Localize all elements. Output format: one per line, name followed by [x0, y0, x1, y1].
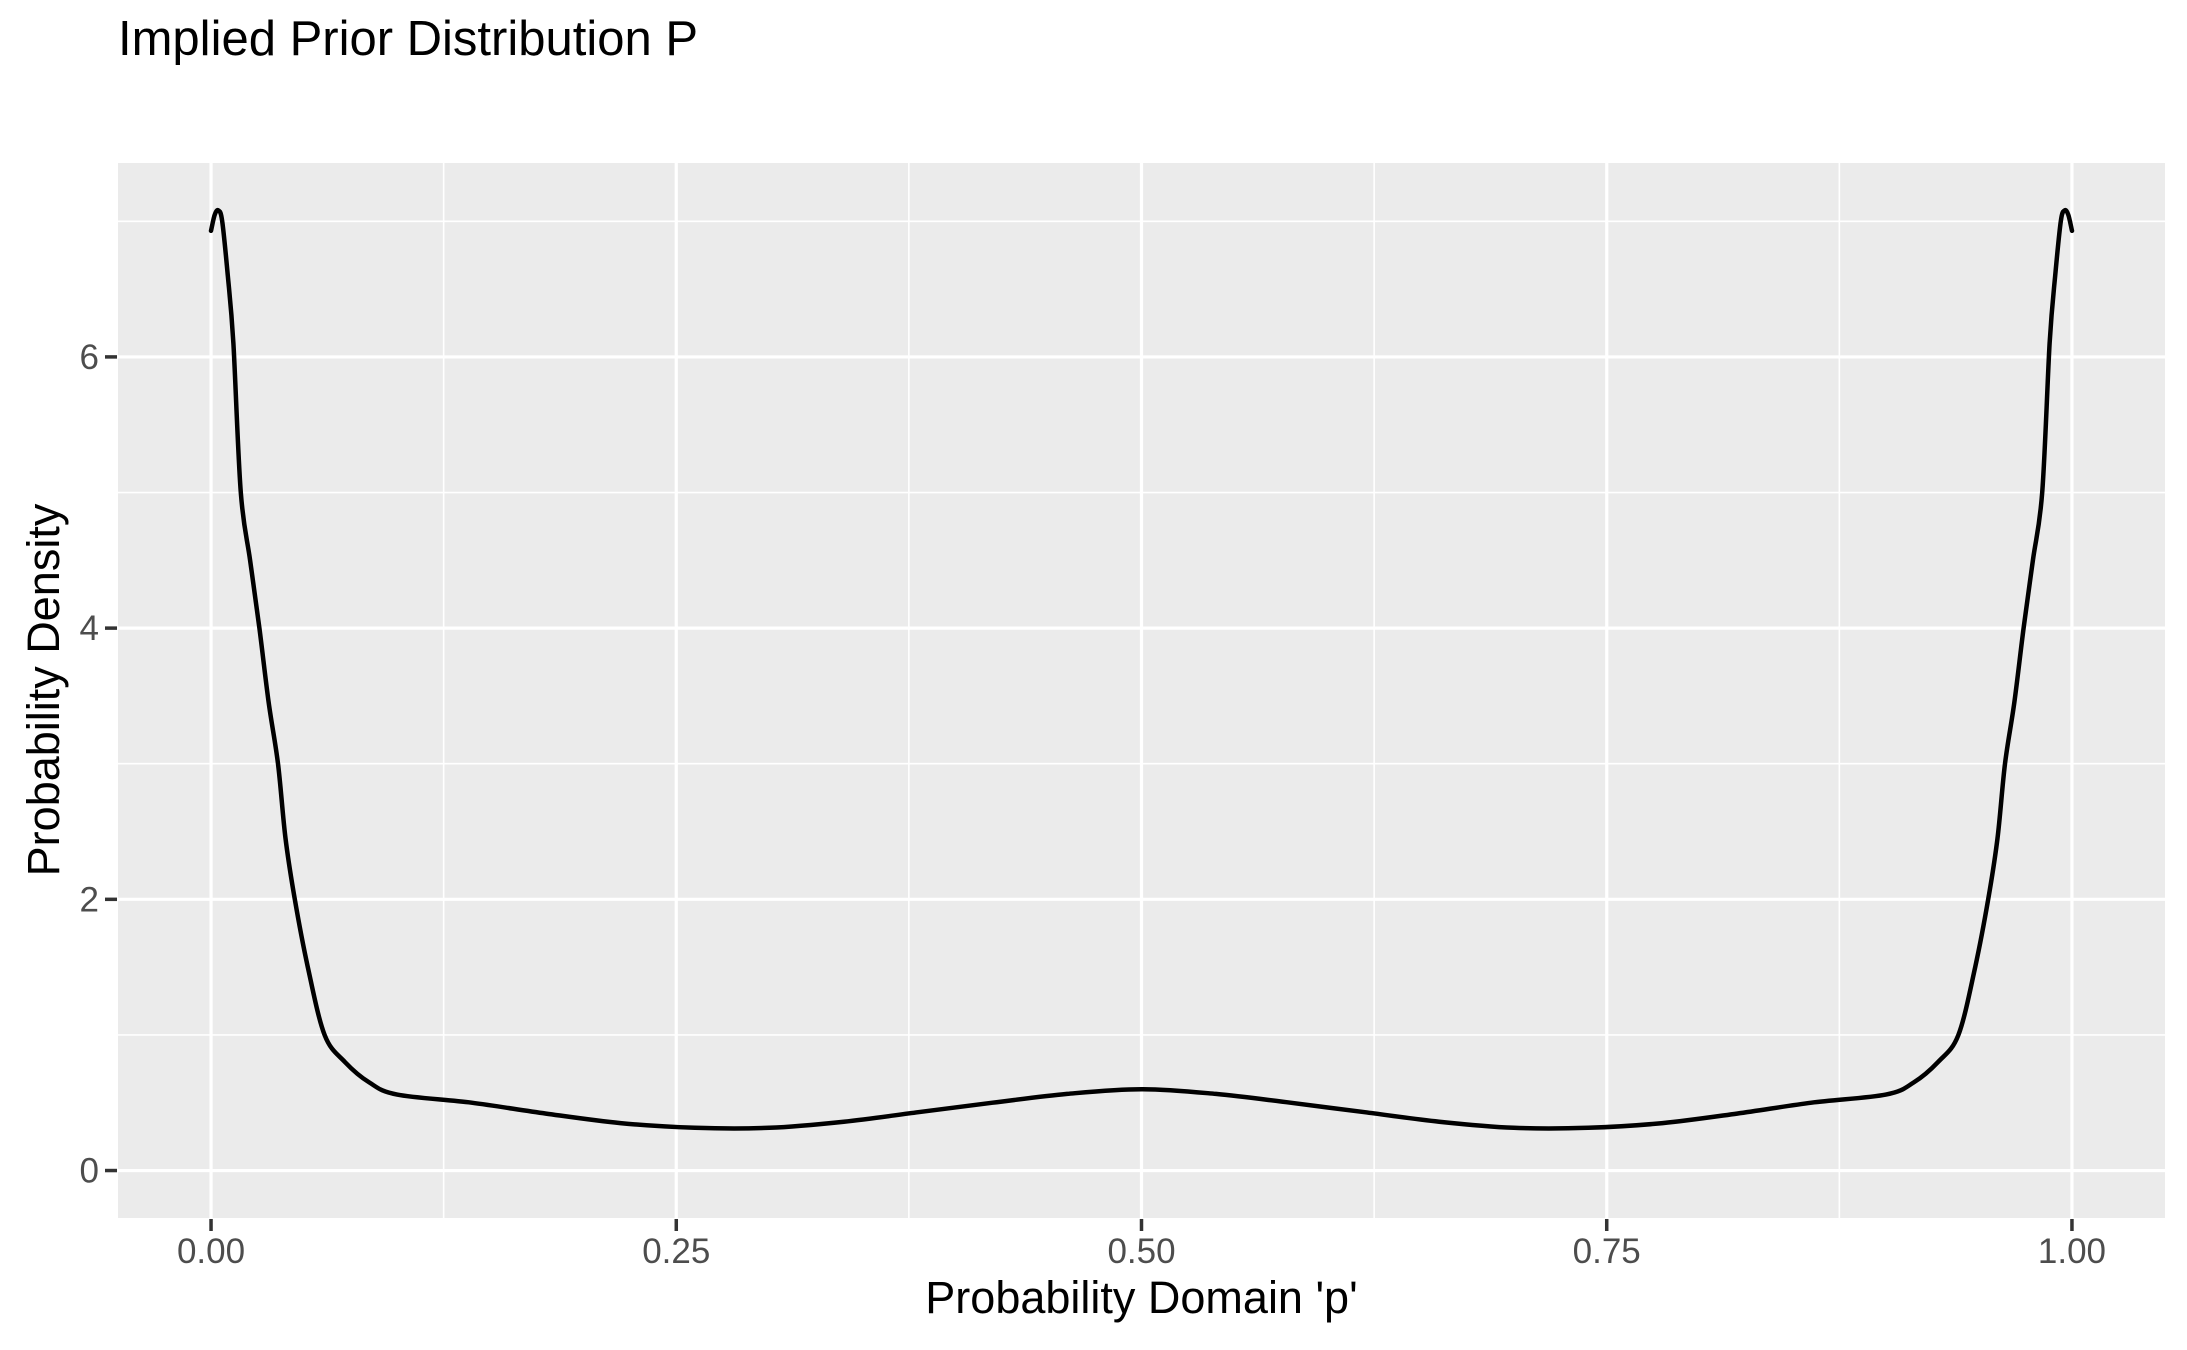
- y-axis-title: Probability Density: [18, 503, 69, 877]
- plot-title: Implied Prior Distribution P: [118, 12, 699, 66]
- y-tick-label: 2: [80, 880, 99, 919]
- x-tick-label: 0.00: [177, 1232, 245, 1271]
- x-tick-label: 0.25: [642, 1232, 710, 1271]
- y-tick-label: 4: [80, 609, 99, 648]
- y-tick-label: 6: [80, 338, 99, 377]
- x-tick-label: 0.50: [1107, 1232, 1175, 1271]
- x-tick-label: 0.75: [1573, 1232, 1641, 1271]
- density-curve: [208, 207, 2075, 1131]
- x-axis-title: Probability Domain 'p': [925, 1272, 1358, 1323]
- x-tick-label: 1.00: [2038, 1232, 2106, 1271]
- y-tick-label: 0: [80, 1152, 99, 1191]
